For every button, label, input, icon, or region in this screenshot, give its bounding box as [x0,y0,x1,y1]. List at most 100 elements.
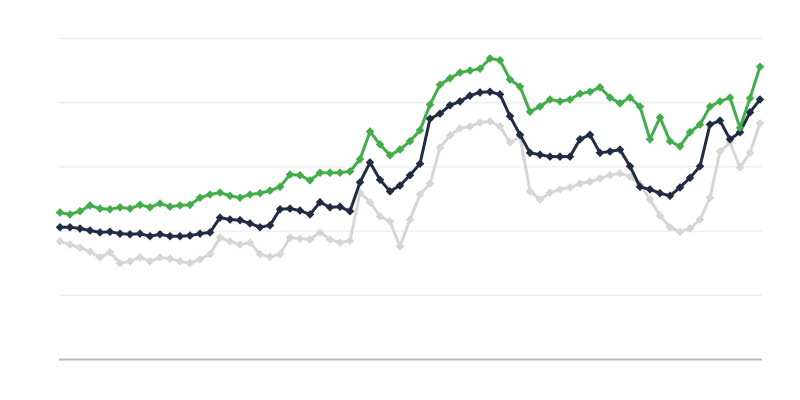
series-navy-marker [605,147,615,156]
series-green-marker [425,100,435,109]
series-navy-marker [225,215,235,224]
series-green-marker [355,154,365,164]
series-green-marker [295,170,305,180]
series-navy-marker [165,231,175,241]
series-green-marker [485,54,495,63]
series-green-marker [575,89,585,99]
series-gray-marker [55,237,65,246]
series-navy-marker [435,109,445,118]
series-gray-marker [135,253,145,262]
series-gray-marker [575,179,585,188]
series-navy-marker [415,159,425,168]
series-navy-marker [235,215,245,225]
series-gray-marker [475,118,485,127]
series-green-marker [465,66,475,75]
series-gray-marker [645,195,655,204]
series-navy-marker [285,204,295,213]
series-navy-marker [305,210,315,219]
series-navy-marker [705,120,715,129]
series-navy-marker [585,130,595,140]
series-gray-marker [625,172,635,181]
series-green-marker [625,93,635,102]
series-navy-marker [105,227,115,237]
series-gray-marker [485,117,495,126]
series-green-marker [335,168,345,177]
series-navy-marker [635,182,645,192]
series-green-marker [735,123,745,133]
series-green-marker [325,168,335,177]
series-gray-marker [285,233,295,242]
series-green-marker [205,190,215,199]
series-green-marker [365,127,375,136]
series-gray-marker [615,169,625,178]
series-green-marker [525,107,535,116]
series-gray-marker [545,188,555,197]
series-navy-marker [365,158,375,167]
series-green-marker [715,97,725,106]
series-gray-marker [365,197,375,207]
series-green-marker [95,204,105,213]
series-navy-marker [475,88,485,97]
series-navy-marker [445,100,455,110]
series-navy-line [58,90,762,238]
series-navy-marker [595,148,605,158]
series-gray-marker [555,185,565,194]
series-green-marker [255,188,265,198]
series-navy-marker [135,229,145,238]
series-gray-marker [355,188,365,197]
series-green-marker [115,203,125,212]
series-navy-marker [75,224,85,233]
series-green-marker [665,136,675,146]
series-navy-marker [525,148,535,158]
series-navy-marker [325,203,335,212]
series-navy-marker [55,222,65,232]
series-green-marker [705,102,715,111]
series-gray-marker [465,122,475,131]
series-gray-marker [605,170,615,180]
series-gray-marker [335,238,345,247]
series-gray-marker [205,249,215,259]
series-navy-marker [195,229,205,238]
series-green-marker [615,99,625,108]
series-green-marker [395,145,405,154]
series-green-marker [655,113,665,122]
series-gray-marker [145,256,155,266]
series-green-marker [125,204,135,213]
series-green-marker [725,93,735,102]
series-gray-marker [415,190,425,199]
series-navy-marker [95,228,105,237]
series-green-marker [675,142,685,151]
series-green-marker [215,188,225,197]
series-navy-marker [695,161,705,171]
series-green-marker [145,203,155,212]
series-green-marker [445,74,455,83]
series-gray-marker [425,179,435,188]
series-gray-marker [715,147,725,156]
series-gray-marker [345,236,355,246]
series-gray-marker [175,256,185,266]
series-gray-marker [195,255,205,264]
series-green-marker [455,68,465,77]
series-navy-marker [455,97,465,106]
series-navy-marker [265,221,275,230]
series-gray-marker [755,118,765,128]
series-green-marker [685,127,695,137]
series-navy-marker [755,95,765,104]
series-navy-marker [155,230,165,239]
series-green-marker [435,80,445,90]
series-green-marker [185,200,195,210]
series-navy-marker [555,152,565,161]
series-navy-marker [405,170,415,180]
series-green-marker [515,82,525,91]
series-green-marker [85,201,95,210]
series-navy-marker [505,111,515,121]
series-green-marker [605,93,615,102]
series-navy-marker [655,188,665,198]
series-gray-marker [155,253,165,262]
series-green-marker [415,126,425,135]
series-navy-marker [715,116,725,125]
series-green-marker [645,134,655,144]
series-navy-marker [495,90,505,99]
series-gray-marker [125,256,135,266]
